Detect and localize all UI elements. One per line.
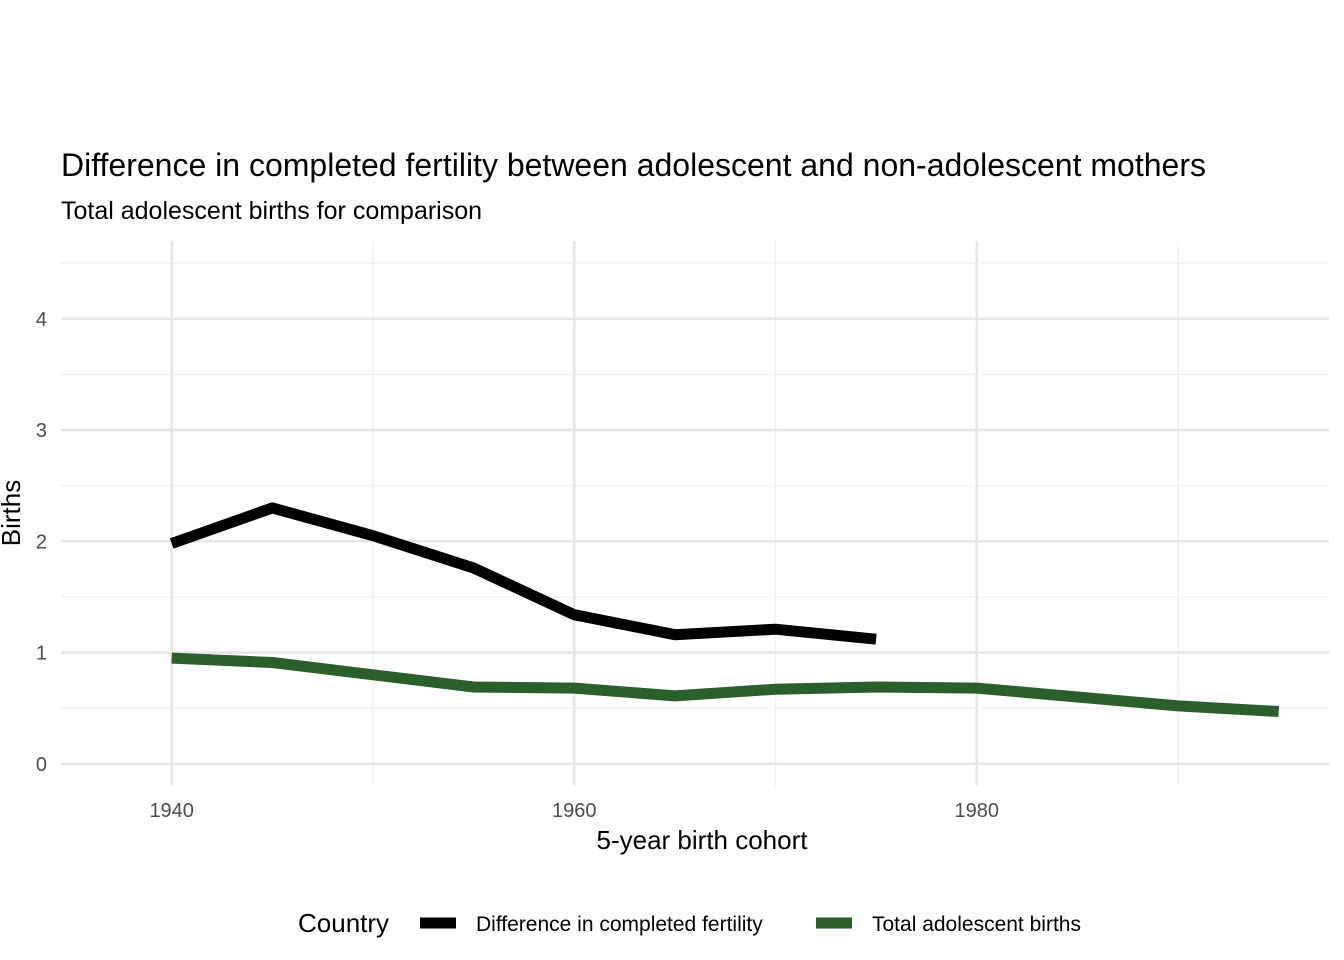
legend-label-1: Difference in completed fertility [476, 913, 763, 936]
x-axis-title: 5-year birth cohort [597, 825, 809, 855]
series-lines [169, 502, 1280, 717]
y-tick-label: 3 [36, 420, 47, 442]
chart-subtitle: Total adolescent births for comparison [61, 197, 482, 225]
y-axis-ticks: 0 1 2 3 4 [36, 309, 47, 776]
y-tick-label: 0 [36, 754, 47, 776]
x-axis-ticks: 1940 1960 1980 [149, 800, 999, 822]
legend-label-2: Total adolescent births [872, 913, 1081, 936]
series-line-1 [169, 502, 877, 645]
y-axis-title: Births [0, 480, 26, 546]
y-tick-label: 1 [36, 643, 47, 665]
legend: Country Difference in completed fertilit… [298, 908, 1081, 938]
series-line-2 [171, 652, 1280, 717]
legend-items: Difference in completed fertility Total a… [420, 913, 1081, 936]
x-tick-label: 1960 [552, 800, 597, 822]
x-tick-label: 1980 [955, 800, 1000, 822]
legend-title: Country [298, 908, 389, 938]
chart-title: Difference in completed fertility betwee… [61, 147, 1206, 183]
y-tick-label: 2 [36, 531, 47, 553]
x-tick-label: 1940 [149, 800, 194, 822]
y-tick-label: 4 [36, 309, 47, 331]
grid-lines [61, 241, 1329, 786]
